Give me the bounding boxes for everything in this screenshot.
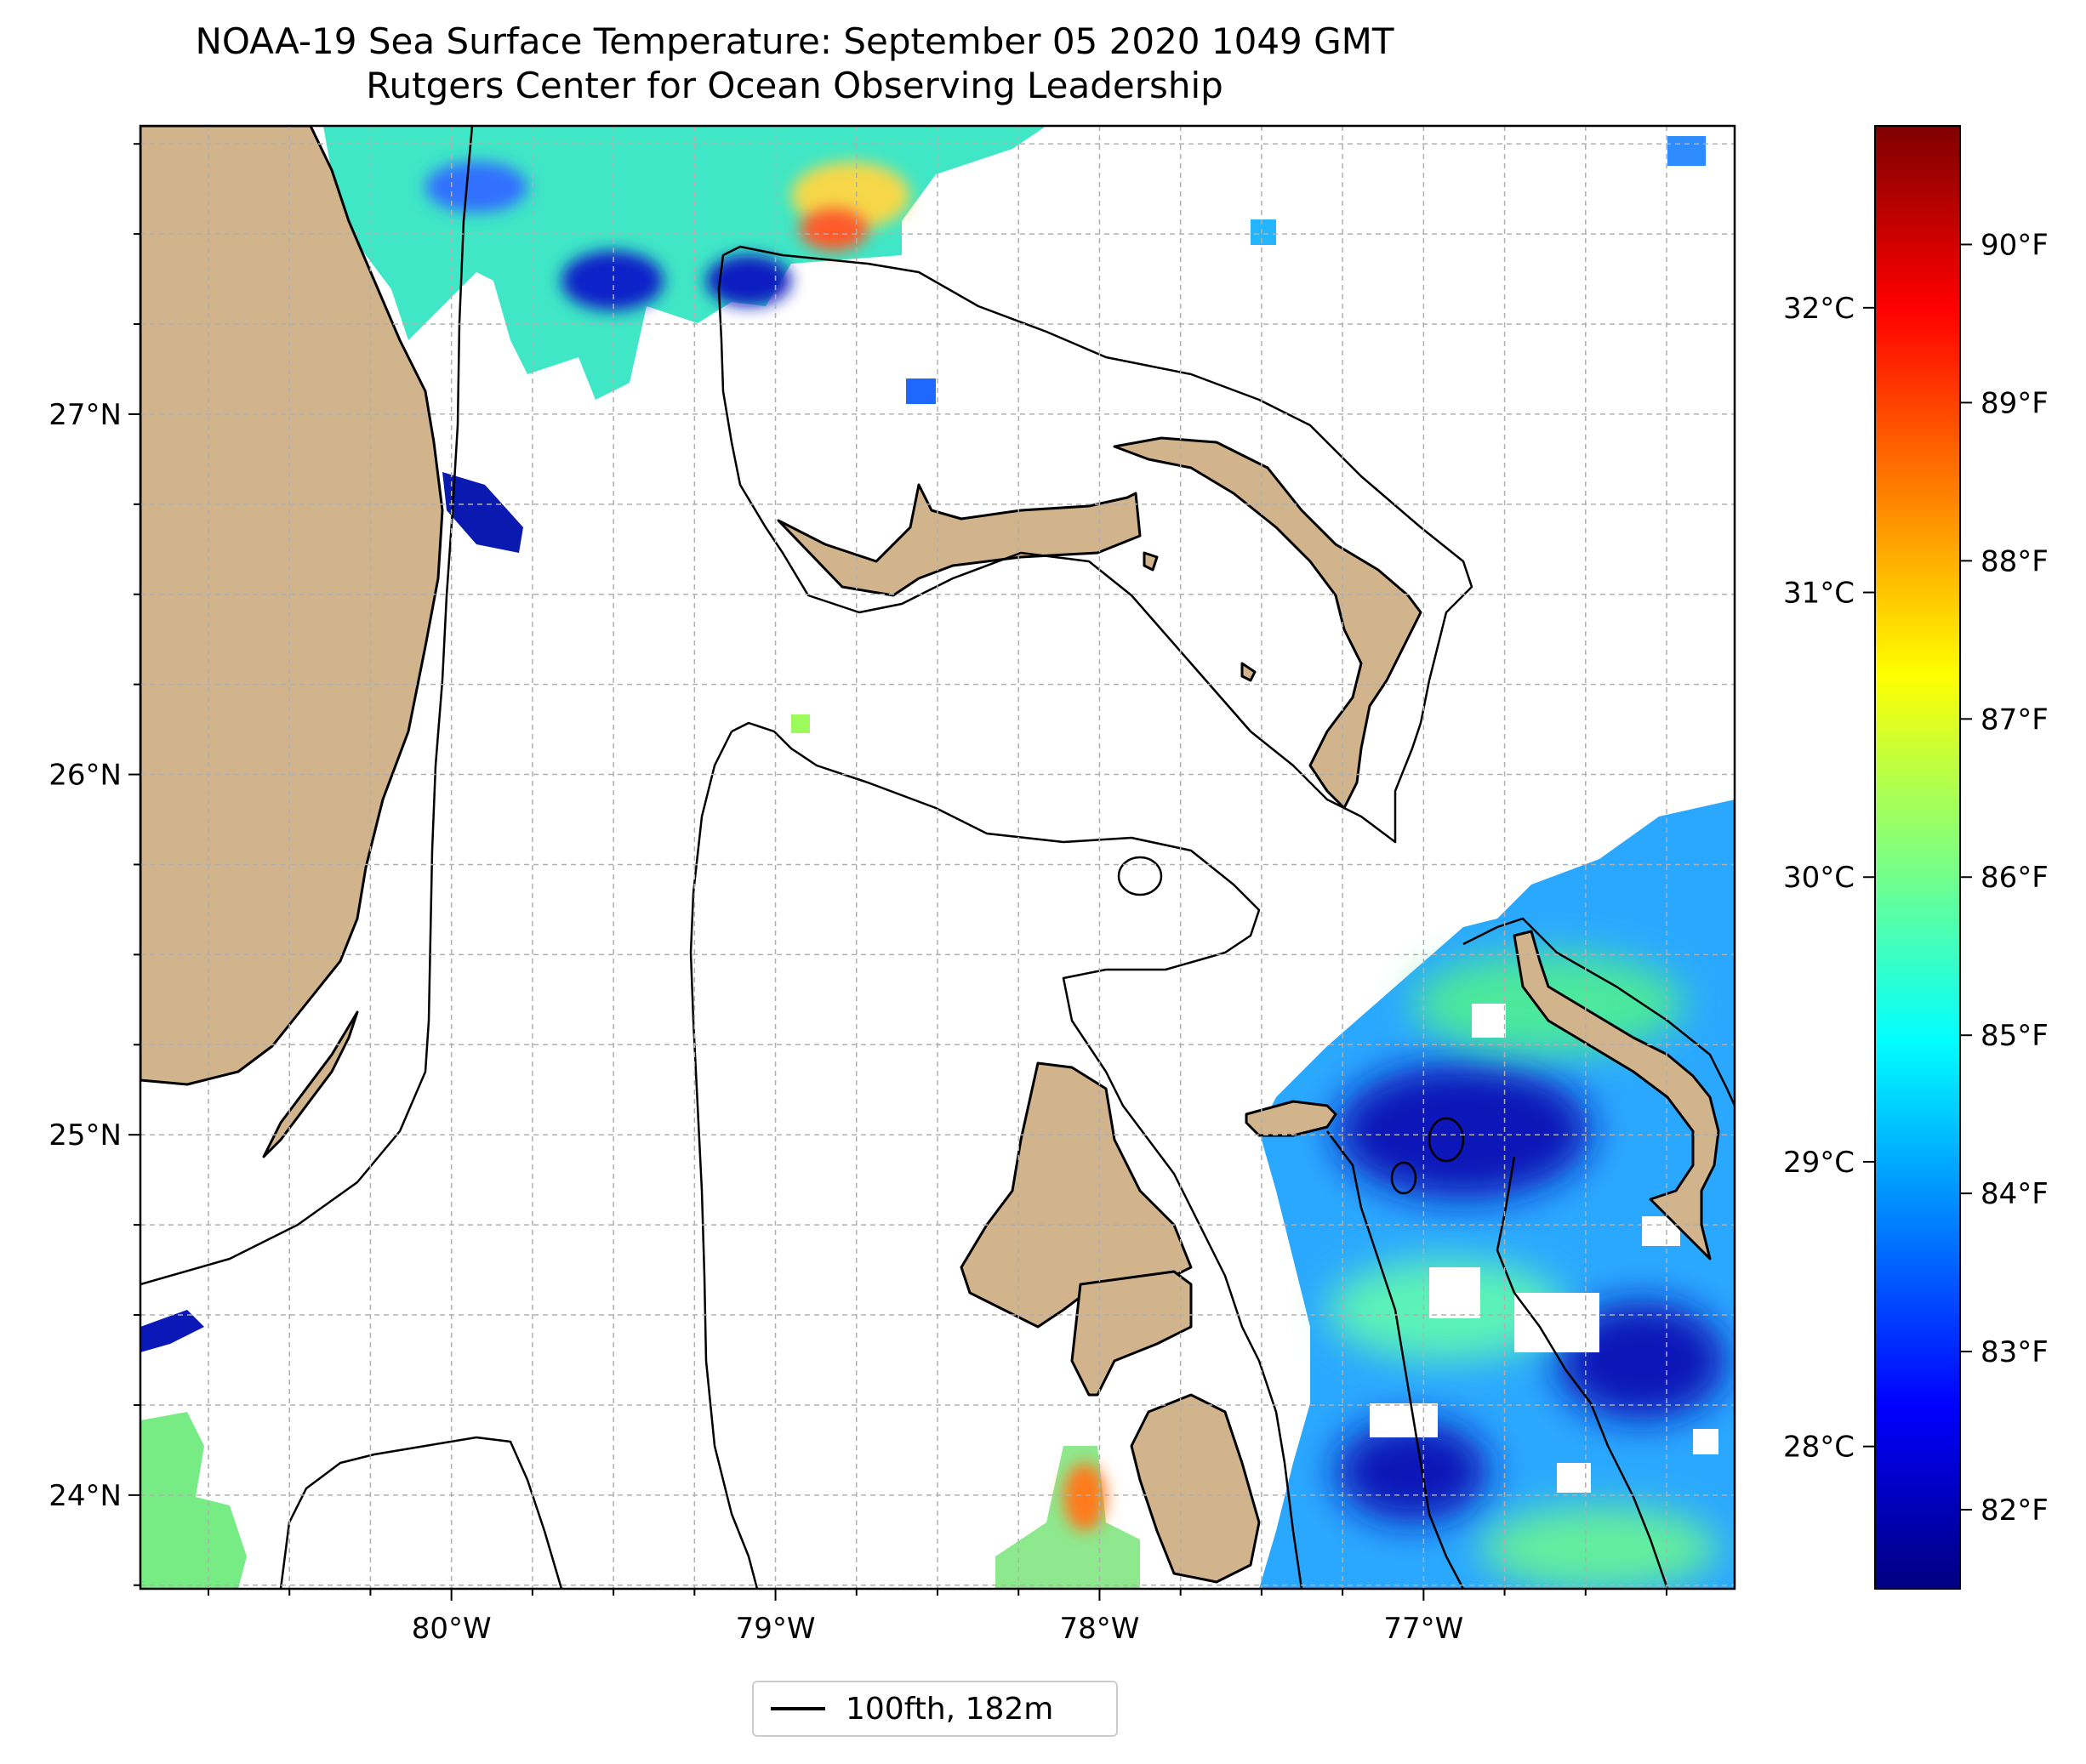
contour-eleuthera <box>1462 917 1735 1107</box>
land-florida <box>140 126 444 1086</box>
sst-data-layer <box>140 126 1735 1589</box>
land-eleuthera <box>1513 930 1720 1260</box>
cloud-gap <box>1472 1004 1506 1038</box>
sst-cool-region <box>1336 1063 1591 1199</box>
fahrenheit-tick-label: 89°F <box>1981 386 2049 420</box>
legend-label: 100fth, 182m <box>846 1691 1054 1727</box>
colorbar <box>1874 125 1961 1590</box>
sst-blob <box>906 378 936 404</box>
legend-line-swatch <box>771 1707 825 1710</box>
celsius-tick-label: 28°C <box>1783 1431 1855 1465</box>
axis-labels: 80°W 79°W 78°W 77°W 27°N 26°N 25°N 24°N <box>48 398 1463 1646</box>
fahrenheit-tick-label: 87°F <box>1981 703 2049 737</box>
land-new-providence <box>1245 1100 1337 1137</box>
cloud-gap <box>1429 1267 1480 1318</box>
fahrenheit-tick-label: 86°F <box>1981 861 2049 895</box>
lon-tick-label: 78°W <box>1060 1612 1140 1646</box>
sst-cool-spot <box>561 251 664 310</box>
fahrenheit-tick-label: 83°F <box>1981 1335 2049 1369</box>
sst-cool-region <box>1336 1420 1489 1522</box>
land-andros-south <box>1070 1270 1193 1397</box>
fahrenheit-tick-label: 88°F <box>1981 544 2049 578</box>
land-islet <box>1240 662 1257 682</box>
celsius-tick-label: 31°C <box>1783 577 1855 611</box>
lon-tick-label: 77°W <box>1383 1612 1463 1646</box>
sst-warm-region <box>1480 1505 1718 1589</box>
land-grand-bahama <box>777 483 1142 597</box>
depth-contours <box>140 126 1735 1589</box>
sst-blob <box>1251 219 1276 245</box>
celsius-tick-label: 32°C <box>1783 292 1855 326</box>
legend: 100fth, 182m <box>752 1681 1118 1737</box>
contour-cay-sal <box>279 1436 563 1589</box>
sst-warm-spot <box>800 208 868 251</box>
celsius-tick-label: 30°C <box>1783 861 1855 895</box>
map-area <box>140 126 1735 1589</box>
lat-tick-label: 24°N <box>48 1479 122 1513</box>
contour-west-andros <box>689 731 759 1589</box>
lat-tick-label: 27°N <box>48 398 122 432</box>
contour-tongue-ocean <box>1326 1130 1465 1589</box>
contour-little-bahama-bank <box>717 245 1473 844</box>
land-islet <box>1143 551 1159 572</box>
sst-cool-spot <box>425 162 527 213</box>
contour-exuma-sound <box>1496 1156 1669 1589</box>
chart-subtitle: Rutgers Center for Ocean Observing Leade… <box>366 65 1223 106</box>
contour-small-bank <box>1390 1161 1417 1195</box>
contour-small-bank <box>1117 856 1163 896</box>
lon-tick-label: 80°W <box>412 1612 492 1646</box>
sst-blob <box>791 714 810 733</box>
contour-florida-shelf <box>140 126 474 1286</box>
fahrenheit-tick-label: 85°F <box>1981 1019 2049 1053</box>
lat-tick-label: 25°N <box>48 1118 122 1152</box>
sst-patch-southwest <box>140 1412 247 1589</box>
land-andros-southern <box>1130 1393 1261 1584</box>
fahrenheit-tick-label: 82°F <box>1981 1494 2049 1528</box>
sst-patch-strip <box>442 472 523 553</box>
sst-blob <box>1667 136 1706 166</box>
land-keys <box>262 1010 359 1158</box>
lat-tick-label: 26°N <box>48 759 122 793</box>
fahrenheit-tick-label: 90°F <box>1981 228 2049 262</box>
contour-great-bahama-bank-north <box>731 721 1303 1589</box>
celsius-tick-label: 29°C <box>1783 1146 1855 1180</box>
lon-tick-label: 79°W <box>736 1612 816 1646</box>
fahrenheit-tick-label: 84°F <box>1981 1177 2049 1211</box>
cloud-gap <box>1693 1429 1718 1454</box>
sst-patch-keys <box>140 1310 204 1352</box>
axis-ticks <box>128 143 1668 1601</box>
contour-small-bank <box>1428 1117 1465 1163</box>
chart-title: NOAA-19 Sea Surface Temperature: Septemb… <box>195 20 1394 62</box>
sst-cool-spot <box>706 255 791 306</box>
land-abaco <box>1113 436 1422 810</box>
gridlines <box>140 126 1735 1589</box>
cloud-gap <box>1514 1293 1599 1352</box>
cloud-gap <box>1370 1403 1438 1437</box>
sst-warm-spot <box>1063 1463 1106 1531</box>
colorbar-ticks: 90°F 89°F 88°F 87°F 86°F 85°F 84°F 83°F 82°F 32°C… <box>1783 228 2049 1528</box>
